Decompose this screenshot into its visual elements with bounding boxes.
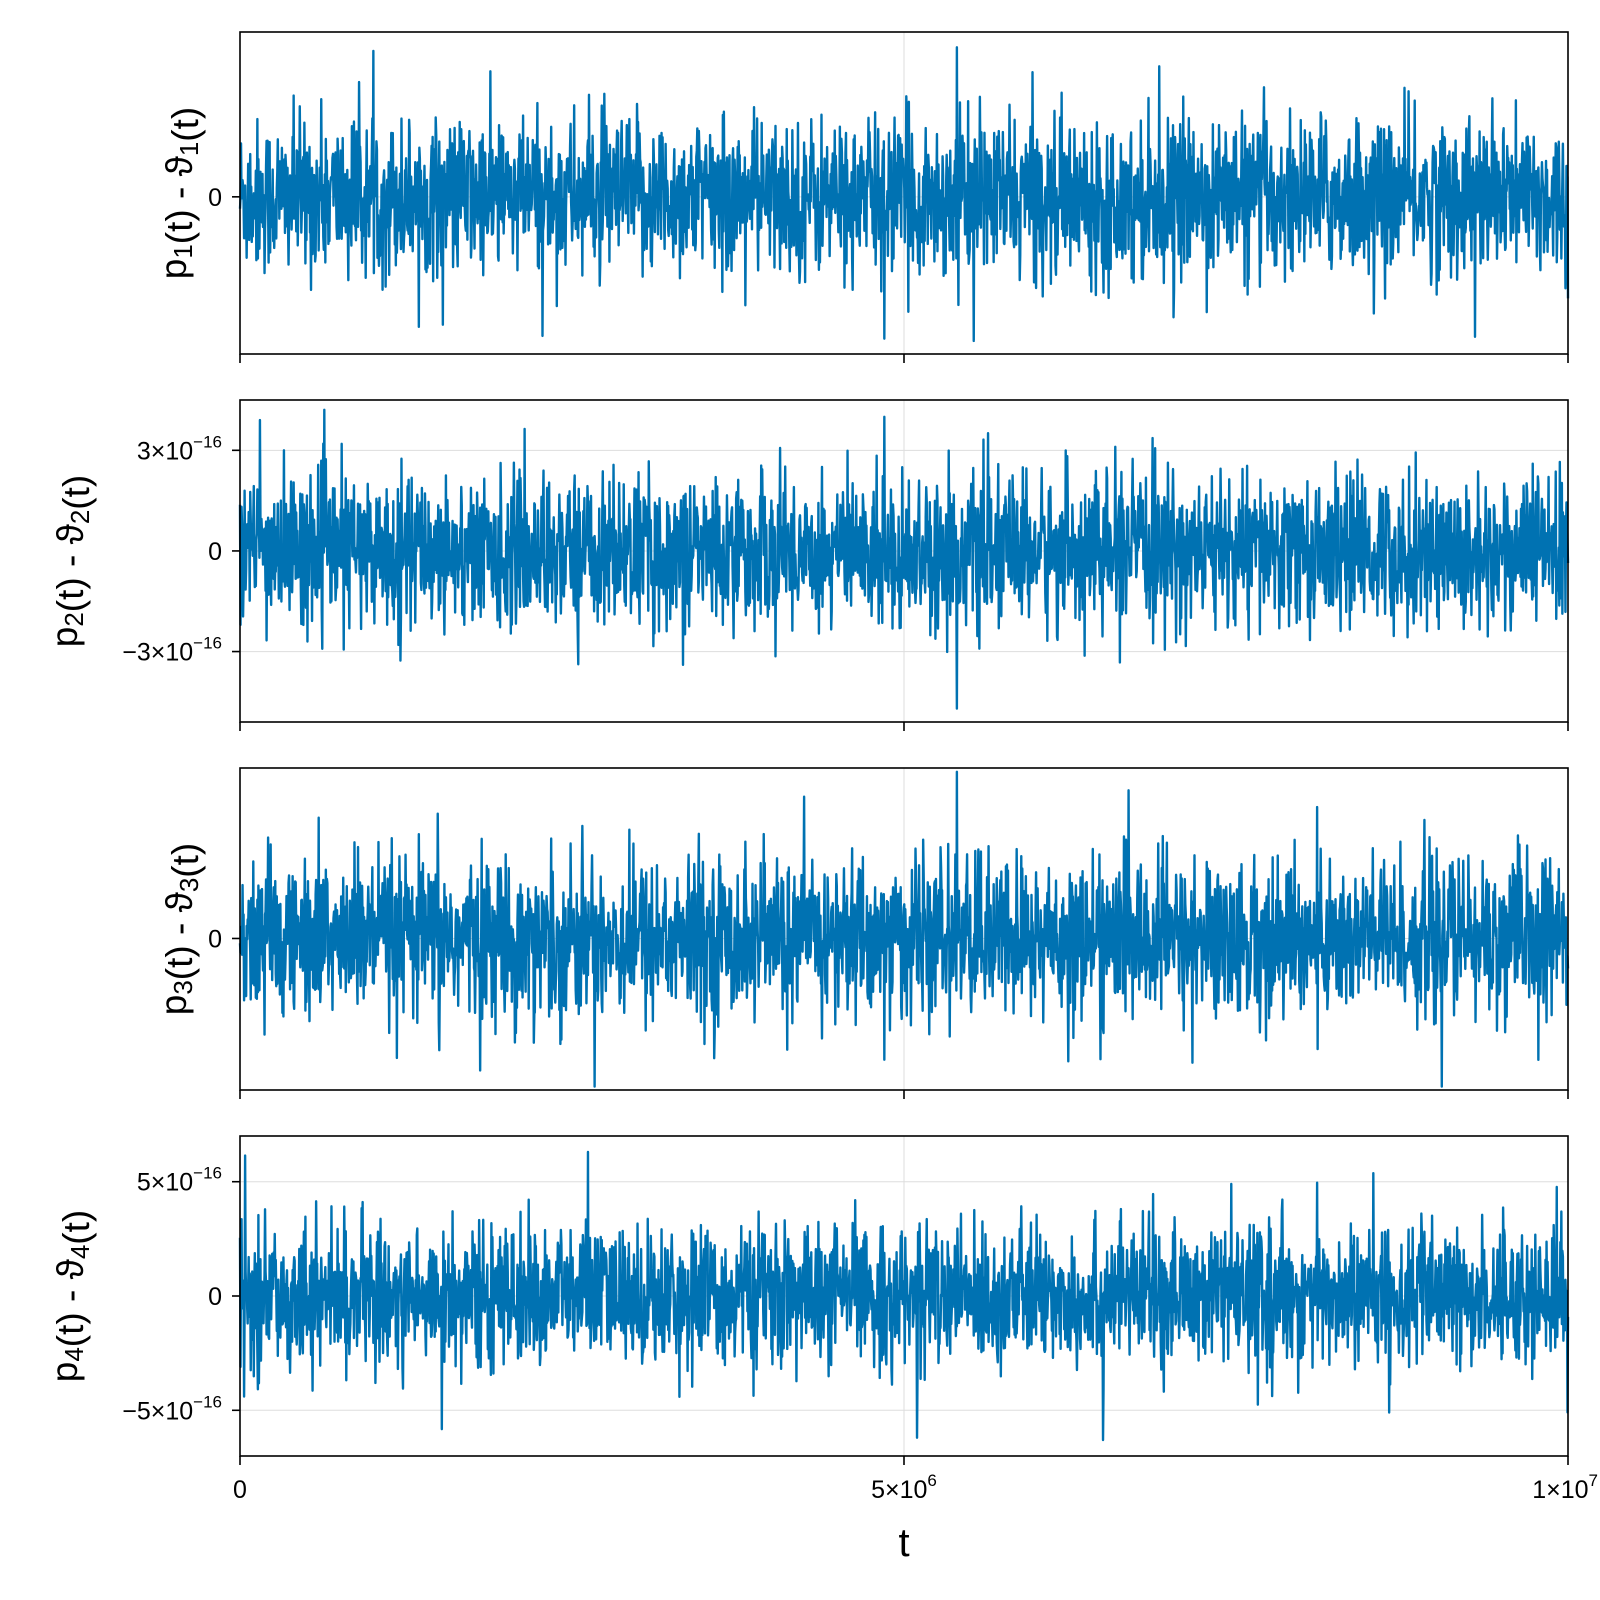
y-axis-label: p4(t) - ϑ4(t)	[44, 1210, 97, 1383]
panel-4: 5×10−16 0 −5×10−16 p4(t) - ϑ4(t)	[44, 1135, 1570, 1465]
y-axis-label: p1(t) - ϑ1(t)	[153, 107, 206, 280]
series-line-2-1	[238, 408, 1570, 710]
y-tick-label-2: −3×10−16	[122, 634, 222, 667]
y-axis-label: p2(t) - ϑ2(t)	[44, 475, 97, 648]
y-tick-label-2: −5×10−16	[122, 1392, 222, 1425]
x-tick-label-0: 0	[233, 1476, 247, 1504]
y-tick-label-0: 0	[208, 925, 222, 953]
panel-3: 0p3(t) - ϑ3(t)	[153, 767, 1570, 1099]
series-line-3-1	[238, 770, 1570, 1088]
panel-1: 0p1(t) - ϑ1(t)	[153, 31, 1570, 363]
series-line-1-1	[238, 46, 1570, 343]
series-line-4-1	[238, 1150, 1570, 1442]
y-tick-label-1: 0	[208, 538, 222, 566]
y-tick-label-0: 5×10−16	[137, 1164, 222, 1197]
x-tick-label-2: 1×107	[1532, 1471, 1598, 1504]
x-axis: 0 5×106 1×107 t	[233, 1471, 1598, 1565]
y-tick-label-1: 0	[208, 1283, 222, 1311]
y-tick-label-0: 3×10−16	[137, 432, 222, 465]
y-axis-label: p3(t) - ϑ3(t)	[153, 843, 206, 1016]
y-tick-label-0: 0	[208, 184, 222, 212]
panel-2: 3×10−16 0 −3×10−16 p2(t) - ϑ2(t)	[44, 399, 1570, 731]
x-axis-label: t	[898, 1521, 909, 1565]
x-tick-label-1: 5×106	[871, 1471, 937, 1504]
